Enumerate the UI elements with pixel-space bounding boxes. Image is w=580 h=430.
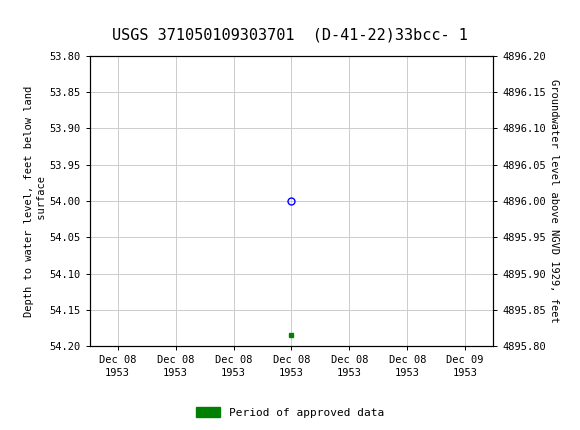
Y-axis label: Groundwater level above NGVD 1929, feet: Groundwater level above NGVD 1929, feet: [549, 79, 559, 323]
Y-axis label: Depth to water level, feet below land
 surface: Depth to water level, feet below land su…: [24, 86, 47, 316]
Text: USGS 371050109303701  (D-41-22)33bcc- 1: USGS 371050109303701 (D-41-22)33bcc- 1: [112, 28, 468, 43]
Text: USGS: USGS: [10, 12, 66, 30]
Legend: Period of approved data: Period of approved data: [191, 403, 389, 422]
